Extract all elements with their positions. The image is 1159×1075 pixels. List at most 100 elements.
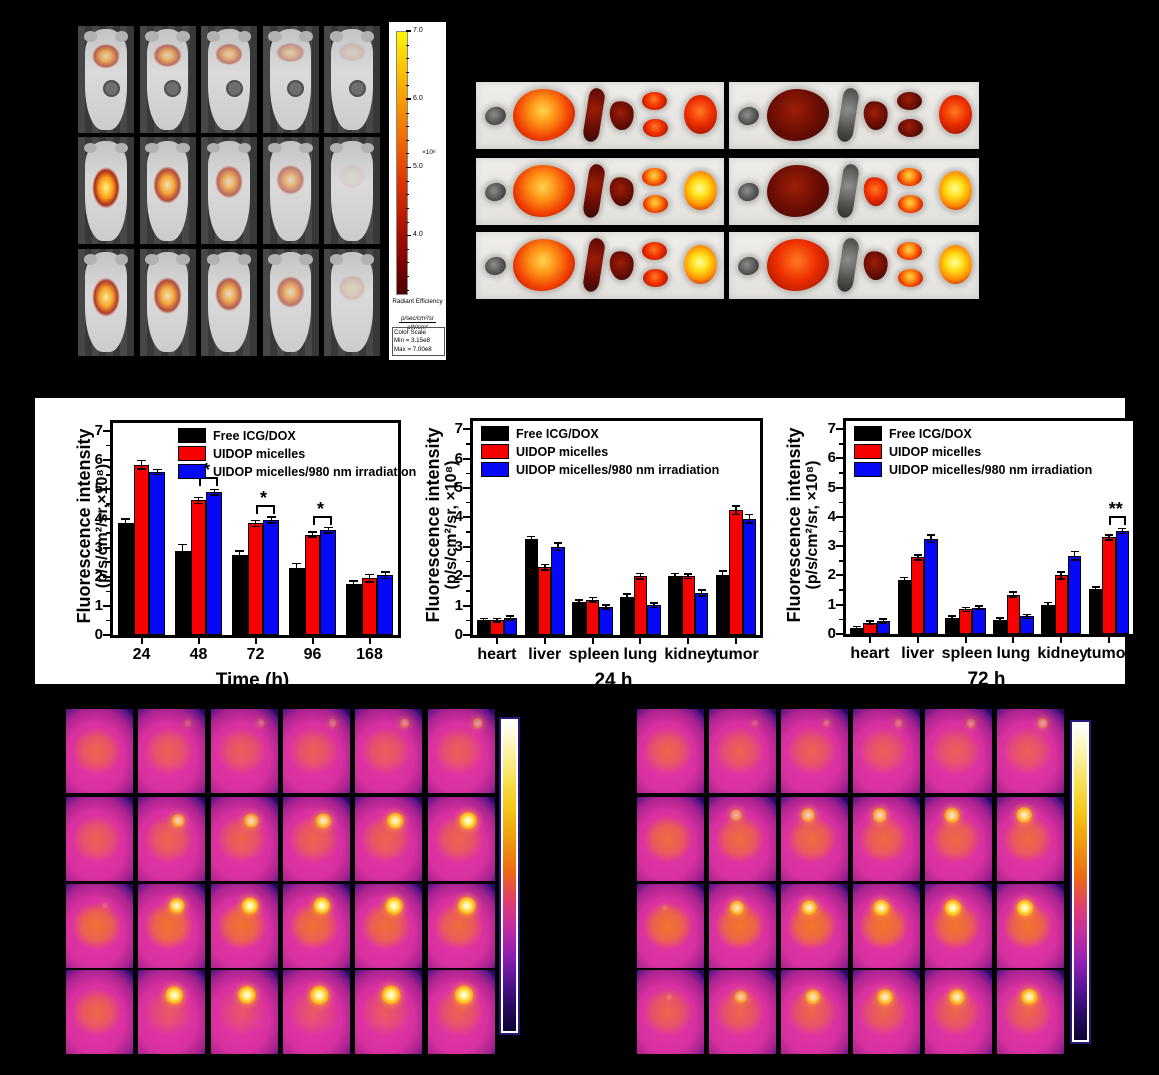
error-cap (745, 522, 754, 525)
error-cap (323, 531, 334, 534)
mouse-image (139, 248, 196, 356)
bar (924, 538, 938, 634)
thermal-image (781, 797, 848, 881)
legend-item: Free ICG/DOX (854, 426, 1092, 441)
error-cap (1091, 590, 1100, 593)
mouse-ear (114, 142, 129, 154)
thermal-image (997, 884, 1064, 968)
bar (263, 519, 280, 635)
error-cap (1091, 586, 1100, 588)
organ-strip (476, 158, 724, 225)
thermal-mouse-body (853, 797, 920, 881)
organ-liver (513, 238, 576, 291)
thermal-mouse-body (211, 797, 278, 881)
error-cap (1070, 559, 1079, 561)
error-cap (913, 559, 922, 561)
x-tick (964, 637, 967, 643)
color-scale-min: Min = 3.15e8 (394, 337, 430, 345)
tumor-hotspot (256, 719, 265, 728)
error-cap (554, 542, 563, 544)
chart-plot: 0 1 2 3 4 5 6 7 24 48 72 96 168 * * * Free ICG/DOX UIDOP … (95, 420, 416, 663)
error-bar (311, 533, 314, 536)
error-cap (266, 522, 277, 524)
tumor-site (164, 79, 182, 97)
x-tick (687, 638, 690, 644)
thermal-mouse-body (428, 884, 495, 968)
thermal-mouse-body (428, 797, 495, 881)
thermal-image (637, 709, 704, 793)
bar (572, 602, 586, 635)
bar (633, 576, 648, 635)
organ-heart (482, 104, 508, 128)
y-tick (463, 545, 470, 548)
error-cap (649, 601, 658, 604)
tumor-hotspot (805, 989, 821, 1005)
colorbar-minor-tick (406, 153, 409, 155)
error-cap (380, 577, 391, 580)
organ-strip (476, 232, 724, 299)
x-tick (735, 638, 738, 644)
y-tick-label: 5 (454, 479, 463, 497)
mouse-body (331, 251, 373, 353)
error-cap (623, 593, 632, 596)
y-tick-label: 2 (827, 566, 836, 584)
chart-legend: Free ICG/DOX UIDOP micelles UIDOP micelles… (481, 426, 719, 480)
y-tick (836, 428, 843, 431)
error-cap (1105, 538, 1114, 541)
thermal-image (997, 709, 1064, 793)
y-tick (836, 545, 843, 548)
bar (599, 607, 613, 635)
error-cap (291, 571, 302, 574)
error-cap (961, 610, 970, 613)
fluorescence-time-chart: 0 1 2 3 4 5 6 7 24 48 72 96 168 * * * Free ICG/DOX UIDOP … (35, 398, 420, 691)
thermal-image (637, 797, 704, 881)
tumor-hotspot (944, 807, 960, 824)
thermal-mouse-body (925, 709, 992, 793)
organ-kidney (897, 118, 923, 137)
error-bar (1012, 593, 1015, 596)
legend-item: UIDOP micelles (178, 446, 416, 461)
error-cap (1043, 606, 1052, 608)
error-bar (855, 627, 858, 630)
error-cap (1022, 617, 1031, 620)
organ-heart (735, 180, 762, 204)
error-cap (961, 606, 970, 609)
mouse-body (269, 140, 312, 242)
y-minor-tick (106, 561, 110, 563)
tumor-hotspot (751, 719, 759, 727)
thermal-mouse-body (925, 970, 992, 1054)
tumor-hotspot (729, 809, 742, 822)
mouse-image (78, 248, 134, 356)
legend-label: UIDOP micelles/980 nm irradiation (516, 462, 720, 477)
thermal-mouse-body (428, 709, 495, 793)
fluorescence-overlay (84, 158, 128, 231)
y-tick-label: 4 (94, 509, 103, 527)
y-tick (103, 430, 110, 433)
y-minor-tick (106, 619, 110, 622)
tumor-hotspot (965, 718, 976, 728)
bar (897, 580, 912, 634)
thermal-mouse-body (637, 797, 704, 881)
error-cap (670, 577, 679, 580)
y-axis-title-line2: (p/s/cm²/sr, ×10⁸) (443, 460, 461, 590)
error-cap (588, 596, 597, 599)
error-bar (1047, 603, 1049, 607)
bar (377, 575, 394, 635)
legend-label: Free ICG/DOX (516, 426, 599, 441)
tumor-hotspot (872, 808, 888, 823)
mouse-ear (145, 142, 159, 154)
thermal-image (428, 709, 495, 793)
tumor-hotspot (894, 718, 903, 728)
mouse-ear (268, 31, 282, 43)
thermal-mouse-body (853, 970, 920, 1054)
fluorescence-overlay (146, 38, 189, 80)
mouse-ear (237, 31, 252, 43)
error-bar (1121, 529, 1124, 533)
mouse-image (262, 26, 319, 133)
legend-item: UIDOP micelles (481, 444, 719, 459)
tumor-hotspot (800, 808, 815, 823)
tumor-hotspot (386, 812, 404, 829)
bar (117, 522, 134, 635)
error-cap (323, 526, 334, 529)
y-minor-tick (106, 444, 110, 447)
